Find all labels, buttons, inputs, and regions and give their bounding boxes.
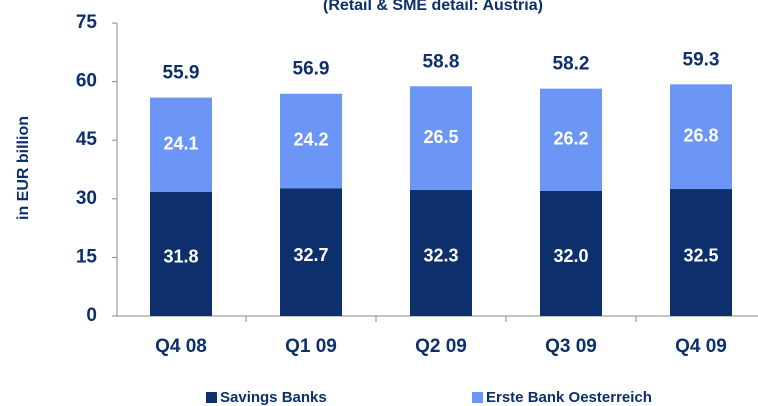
- x-tick-label: Q4 09: [675, 336, 727, 357]
- bar-segment: [540, 88, 602, 191]
- y-tick-label: 15: [76, 246, 98, 267]
- total-label: 58.2: [553, 54, 590, 75]
- legend-swatch: [206, 392, 217, 403]
- data-label: 26.8: [683, 125, 718, 145]
- legend-label: Savings Banks: [220, 389, 327, 406]
- bar-segment: [410, 86, 472, 190]
- y-axis-title: in EUR billion: [15, 116, 32, 220]
- data-label: 32.5: [683, 245, 718, 265]
- total-label: 55.9: [163, 63, 200, 84]
- bar-segment: [410, 189, 472, 316]
- data-label: 24.2: [293, 130, 328, 150]
- bar-segment: [280, 188, 342, 316]
- data-label: 24.1: [163, 133, 198, 153]
- y-tick-label: 60: [76, 71, 97, 92]
- bar-segment: [280, 93, 342, 189]
- x-tick-label: Q1 09: [285, 336, 337, 357]
- data-label: 32.3: [423, 246, 458, 266]
- y-tick-label: 75: [76, 12, 98, 33]
- total-label: 58.8: [423, 51, 460, 72]
- bar-segment: [670, 189, 732, 316]
- data-label: 32.7: [293, 245, 328, 265]
- bar-segment: [150, 191, 212, 316]
- data-label: 31.8: [163, 247, 198, 267]
- total-label: 56.9: [293, 59, 330, 80]
- x-tick-label: Q4 08: [155, 336, 207, 357]
- y-tick-label: 30: [76, 188, 97, 209]
- legend-label: Erste Bank Oesterreich: [486, 389, 652, 406]
- total-label: 59.3: [683, 49, 720, 70]
- data-label: 26.5: [423, 127, 458, 147]
- y-tick-label: 0: [86, 305, 97, 326]
- bar-segment: [540, 190, 602, 316]
- chart-subtitle: (Retail & SME detail: Austria): [323, 0, 543, 14]
- legend-swatch: [472, 392, 483, 403]
- bar-segment: [670, 84, 732, 190]
- x-tick-label: Q2 09: [415, 336, 467, 357]
- x-tick-label: Q3 09: [545, 336, 597, 357]
- bar-segment: [150, 97, 212, 192]
- y-tick-label: 45: [76, 129, 98, 150]
- data-label: 26.2: [553, 129, 588, 149]
- data-label: 32.0: [553, 246, 588, 266]
